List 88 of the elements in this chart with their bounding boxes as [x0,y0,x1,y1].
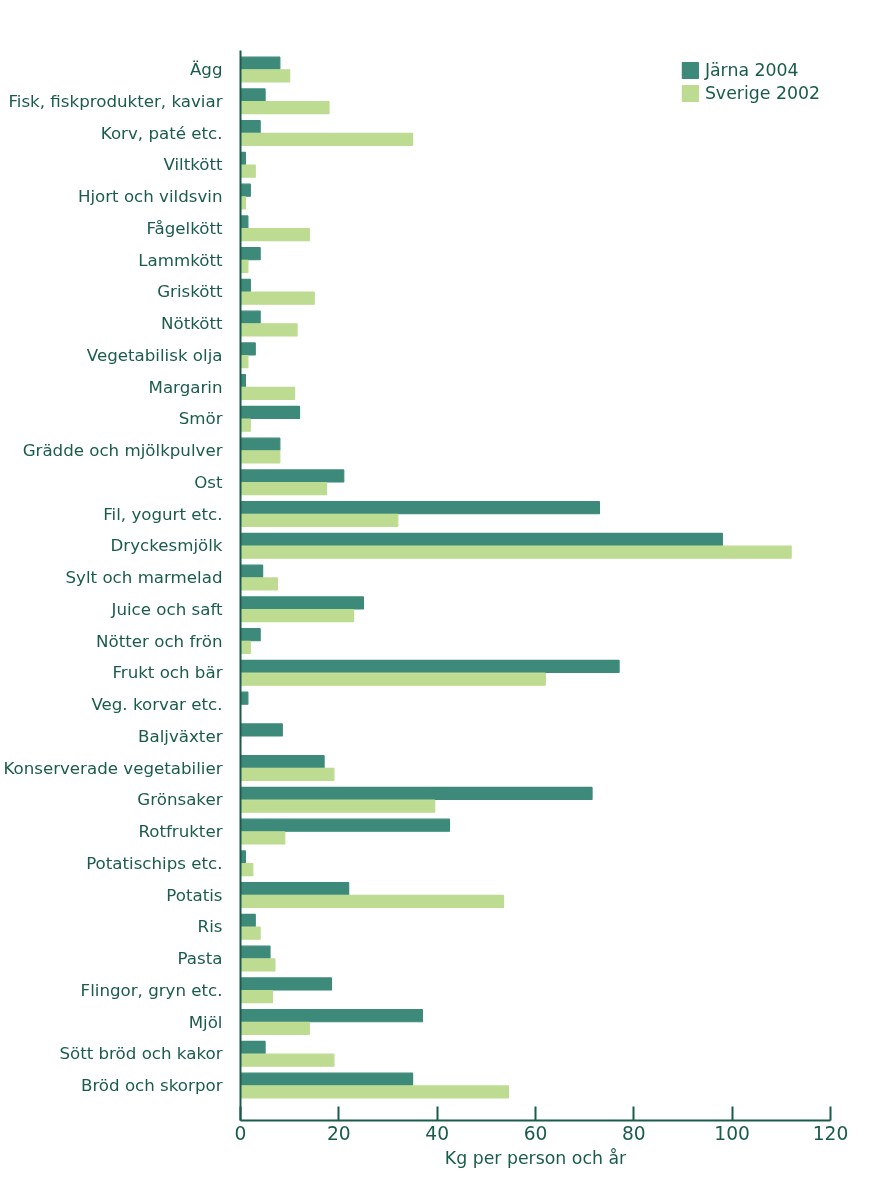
bar [240,247,261,261]
bar [240,69,291,83]
bar [240,132,414,147]
y-tick-label: Veg. korvar etc. [91,695,223,715]
bar [240,628,261,642]
x-tick-label: 80 [621,1122,646,1144]
y-tick-label: Fil, yogurt etc. [103,504,223,524]
y-tick-label: Grönsaker [137,790,223,810]
bar [240,1072,414,1086]
y-tick-label: Smör [178,409,223,429]
bar [240,405,301,420]
y-tick-label: Potatischips etc. [86,853,223,873]
y-tick-label: Grädde och mjölkpulver [22,441,223,461]
bar [240,469,345,483]
y-tick-label: Baljväxter [138,726,223,746]
y-tick-label: Juice och saft [110,599,223,619]
y-tick-label: Potatis [166,885,223,905]
bar [240,767,335,782]
y-tick-label: Nötter och frön [96,631,223,651]
bar [240,450,281,464]
bar [240,1009,424,1023]
bar [240,1085,510,1099]
bar [240,501,601,515]
x-tick-label: 20 [326,1122,351,1144]
y-tick-label: Frukt och bär [112,663,223,683]
bar [240,958,276,972]
legend-label: Järna 2004 [704,60,799,80]
bar [240,88,266,102]
y-tick-label: Sylt och marmelad [65,568,223,588]
y-tick-label: Fisk, fiskprodukter, kaviar [8,91,223,111]
y-tick-label: Sött bröd och kakor [59,1044,223,1064]
bar [240,596,365,610]
bar [240,577,278,591]
bar [240,228,310,242]
bar [240,1021,310,1036]
bar [240,799,436,813]
y-tick-label: Korv, paté etc. [100,123,223,143]
x-axis-title: Kg per person och år [444,1147,628,1168]
y-tick-label: Lammkött [138,250,223,270]
y-tick-label: Dryckesmjölk [110,536,223,556]
y-tick-label: Margarin [148,377,223,397]
bar [240,990,274,1004]
bar [240,418,251,432]
bar [240,723,283,737]
y-tick-label: Bröd och skorpor [80,1076,223,1096]
bar [240,545,792,559]
bar [240,482,328,496]
x-tick-label: 40 [425,1122,450,1144]
y-tick-label: Ris [197,917,223,937]
y-tick-label: Mjöl [188,1012,223,1032]
bar [240,755,325,769]
x-tick-label: 120 [812,1122,849,1144]
bar [240,882,350,896]
y-tick-label: Griskött [157,282,223,302]
y-tick-label: Flingor, gryn etc. [80,980,223,1000]
bar [240,1053,335,1067]
y-tick-label: Nötkött [161,314,223,334]
bar [240,672,546,686]
y-tick-label: Hjort och vildsvin [77,187,223,207]
y-tick-label: Ägg [189,60,223,80]
y-tick-label: Fågelkött [146,218,223,238]
bar [240,786,593,801]
y-tick-label: Konserverade vegetabilier [3,758,223,778]
bar [240,894,505,909]
bar [240,513,399,528]
bar [240,609,355,623]
x-tick-label: 100 [714,1122,750,1144]
y-tick-label: Pasta [177,949,223,969]
legend-label: Sverige 2002 [704,83,820,103]
bar [240,831,286,845]
bar [240,323,298,337]
bar [240,386,296,401]
bar [240,818,451,832]
x-tick-label: 0 [234,1122,247,1144]
bar [240,120,261,134]
bar [240,926,261,940]
bar [240,659,620,674]
bar [240,977,333,991]
y-tick-label: Ost [194,472,223,492]
y-tick-label: Viltkött [163,155,223,175]
bar [240,532,723,547]
y-tick-label: Vegetabilisk olja [86,345,223,365]
bar [240,342,256,356]
bar [240,101,330,115]
y-tick-label: Rotfrukter [138,822,223,842]
bar [240,291,315,305]
bar [240,164,256,178]
x-tick-label: 60 [523,1122,548,1144]
